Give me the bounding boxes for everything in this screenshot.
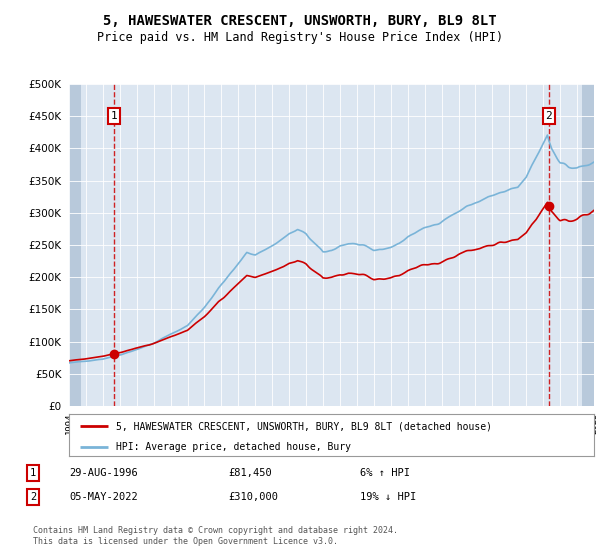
Bar bbox=[582, 84, 594, 406]
Text: Contains HM Land Registry data © Crown copyright and database right 2024.
This d: Contains HM Land Registry data © Crown c… bbox=[33, 526, 398, 546]
Text: Price paid vs. HM Land Registry's House Price Index (HPI): Price paid vs. HM Land Registry's House … bbox=[97, 31, 503, 44]
Text: 19% ↓ HPI: 19% ↓ HPI bbox=[360, 492, 416, 502]
Text: 1: 1 bbox=[111, 111, 118, 121]
Text: 5, HAWESWATER CRESCENT, UNSWORTH, BURY, BL9 8LT (detached house): 5, HAWESWATER CRESCENT, UNSWORTH, BURY, … bbox=[116, 421, 492, 431]
Text: 29-AUG-1996: 29-AUG-1996 bbox=[69, 468, 138, 478]
Text: 05-MAY-2022: 05-MAY-2022 bbox=[69, 492, 138, 502]
Text: 5, HAWESWATER CRESCENT, UNSWORTH, BURY, BL9 8LT: 5, HAWESWATER CRESCENT, UNSWORTH, BURY, … bbox=[103, 14, 497, 28]
Text: 2: 2 bbox=[30, 492, 36, 502]
Bar bbox=[69, 84, 81, 406]
Text: HPI: Average price, detached house, Bury: HPI: Average price, detached house, Bury bbox=[116, 442, 351, 452]
Text: 6% ↑ HPI: 6% ↑ HPI bbox=[360, 468, 410, 478]
Text: £310,000: £310,000 bbox=[228, 492, 278, 502]
Text: £81,450: £81,450 bbox=[228, 468, 272, 478]
Text: 2: 2 bbox=[545, 111, 552, 121]
Text: 1: 1 bbox=[30, 468, 36, 478]
